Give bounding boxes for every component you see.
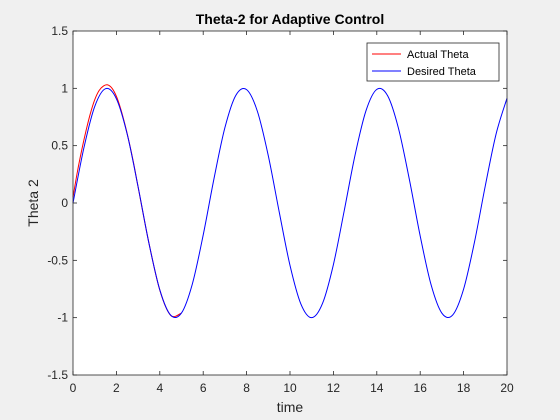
y-axis-label: Theta 2: [25, 179, 41, 227]
x-tick-label: 12: [327, 381, 341, 395]
x-tick-label: 4: [156, 381, 163, 395]
legend-box: [366, 42, 500, 82]
x-tick-label: 8: [243, 381, 250, 395]
series-layer: [72, 84, 508, 319]
plot-area: [73, 31, 507, 375]
legend-label: Desired Theta: [407, 66, 477, 78]
x-tick-label: 18: [457, 381, 471, 395]
x-tick-label: 14: [370, 381, 384, 395]
y-tick-label: -0.5: [47, 253, 68, 267]
x-tick-label: 0: [70, 381, 77, 395]
x-tick-label: 20: [500, 381, 514, 395]
y-tick-label: 1: [61, 81, 68, 95]
legend: Actual Theta Desired Theta: [366, 42, 500, 82]
y-tick-label: 1.5: [51, 24, 68, 38]
y-tick-label: 0: [61, 196, 68, 210]
legend-label: Actual Theta: [407, 49, 469, 61]
chart-title: Theta-2 for Adaptive Control: [196, 11, 385, 27]
x-tick-label: 6: [200, 381, 207, 395]
y-tick-label: 0.5: [51, 139, 68, 153]
y-tick-label: -1: [57, 311, 68, 325]
series-line-desired-theta: [72, 87, 508, 319]
y-tick-label: -1.5: [47, 368, 68, 382]
x-tick-label: 10: [283, 381, 297, 395]
x-tick-label: 16: [414, 381, 428, 395]
x-tick-label: 2: [113, 381, 120, 395]
ticks-layer: 0 2 4 6 8 10 12 14 16 18 20 -1.5 -1 -0.5 0 0.5 1 1.5: [47, 24, 514, 395]
x-axis-label: time: [277, 399, 304, 415]
